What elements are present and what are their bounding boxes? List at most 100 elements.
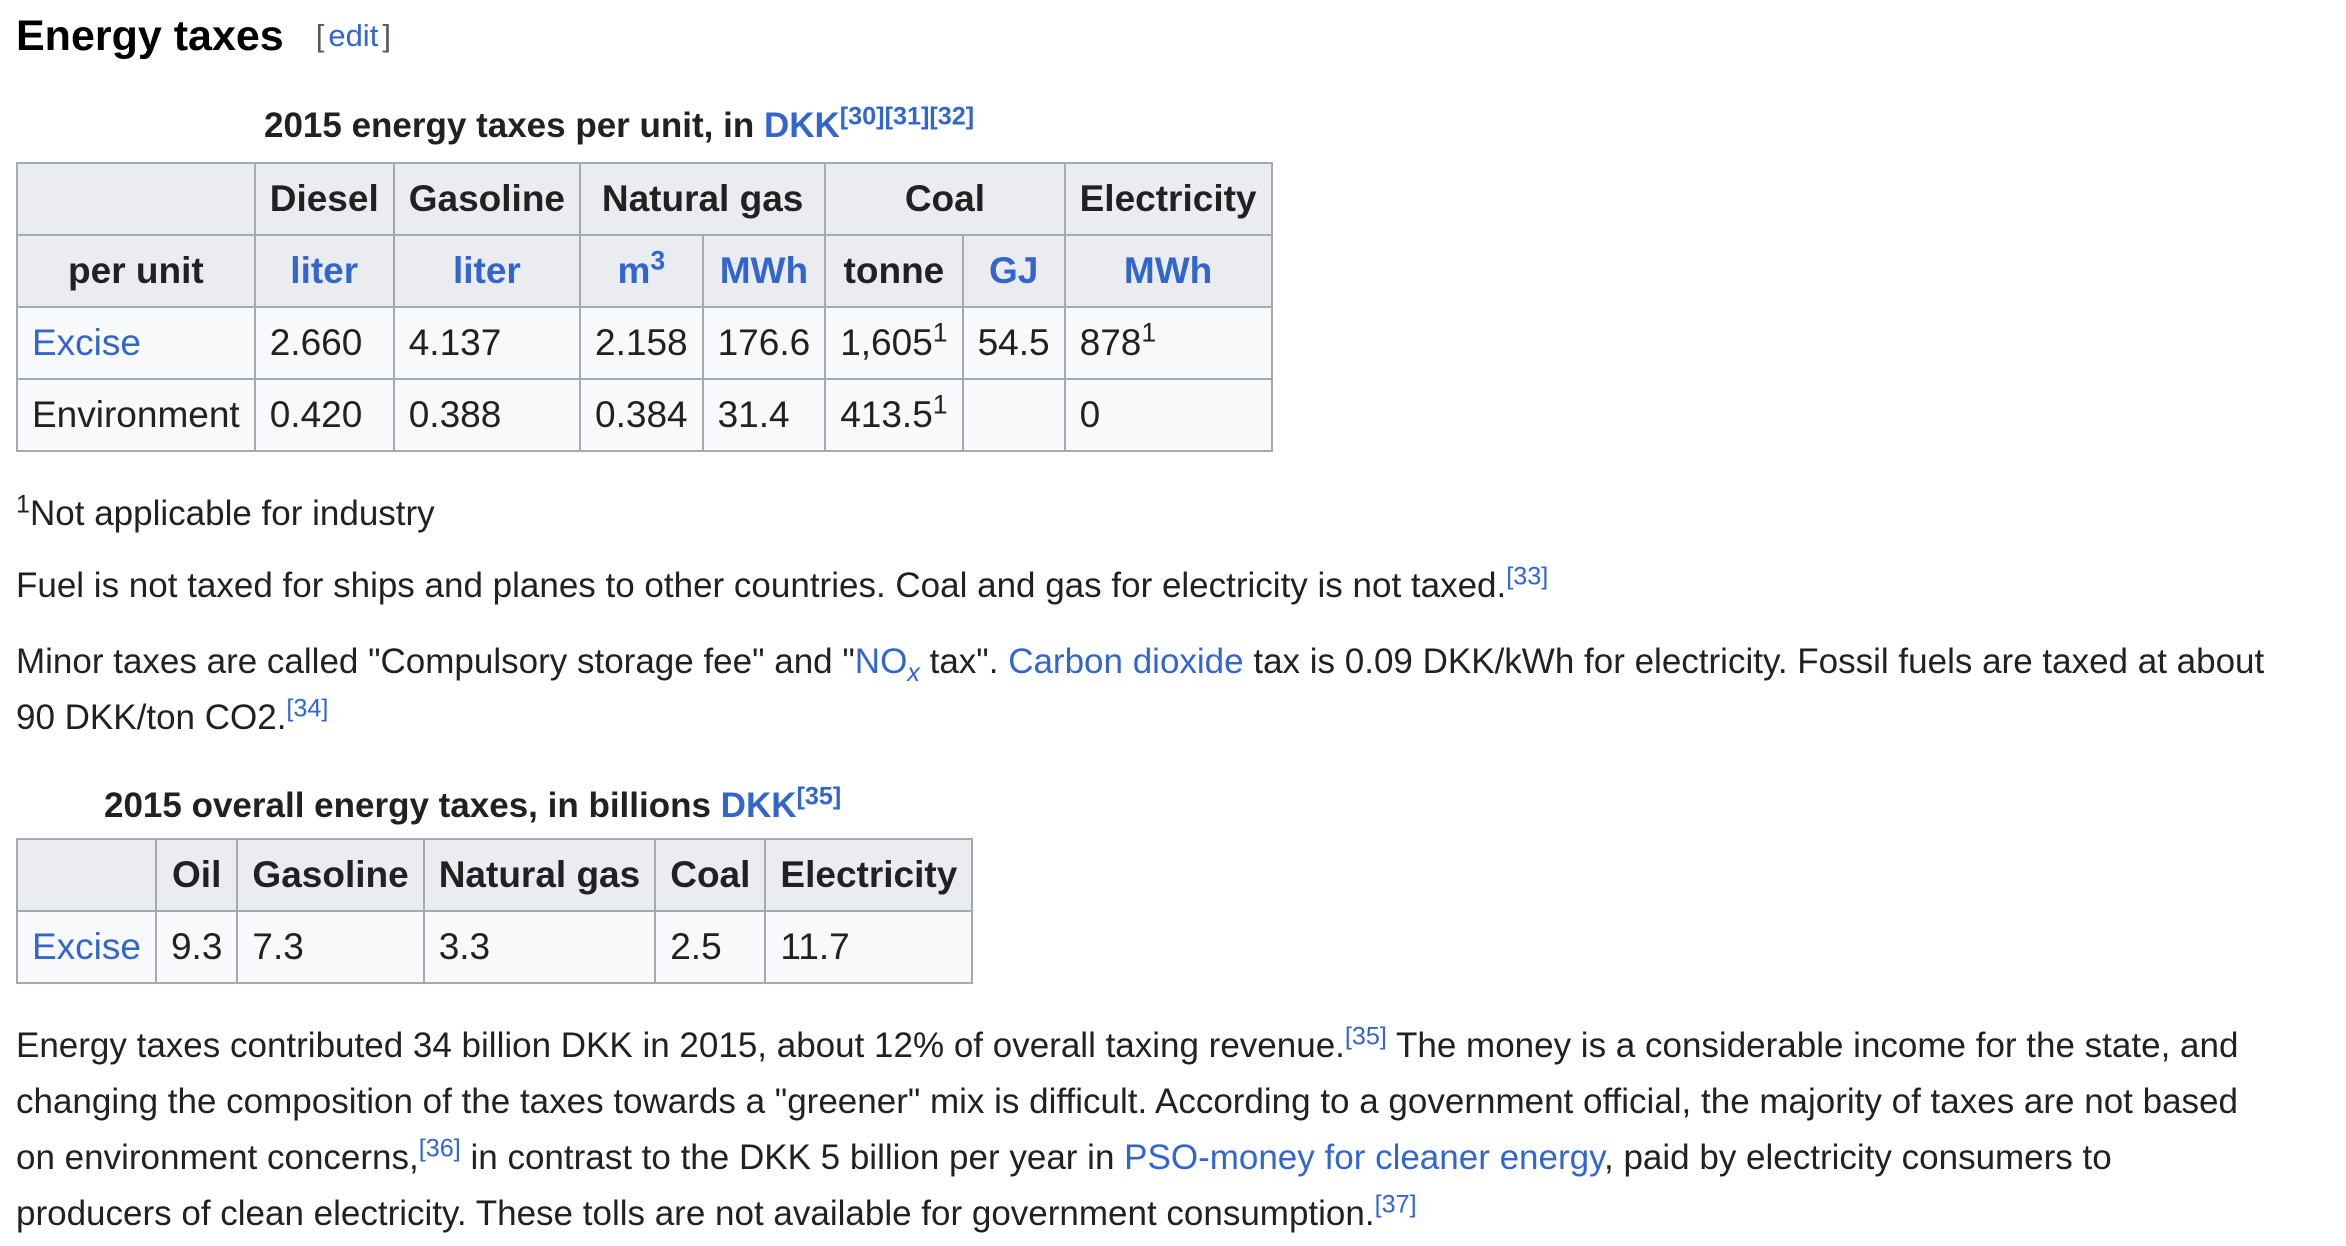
table-cell: 2.660	[253, 306, 395, 380]
unit-electricity-mwh: MWh	[1063, 234, 1273, 308]
table1-corner-cell	[16, 162, 256, 236]
paragraph-line: Minor taxes are called "Compulsory stora…	[16, 634, 2264, 690]
table-cell: 4.137	[392, 306, 582, 380]
excise-link[interactable]: Excise	[32, 926, 141, 967]
ref-37[interactable]: [37]	[1374, 1190, 1417, 1219]
excise-link[interactable]: Excise	[32, 322, 141, 363]
header-oil: Oil	[154, 838, 239, 912]
footnote-mark: 1	[1141, 317, 1157, 348]
header-gasoline: Gasoline	[236, 838, 425, 912]
table-cell: 176.6	[701, 306, 827, 380]
unit-natural-gas-m3: m3	[579, 234, 704, 308]
header-gasoline: Gasoline	[392, 162, 582, 236]
table-cell: 1,6051	[824, 306, 964, 380]
cell-value: 878	[1079, 322, 1142, 363]
paragraph-minor-taxes: Minor taxes are called "Compulsory stora…	[16, 634, 2264, 746]
unit-cubic-meter-link[interactable]: m3	[617, 247, 665, 291]
ref-34[interactable]: [34]	[286, 694, 329, 723]
section-title: Energy taxes	[16, 11, 284, 60]
ref-31[interactable]: [31]	[884, 102, 930, 131]
table-cell: 2.5	[654, 910, 767, 984]
header-diesel: Diesel	[253, 162, 395, 236]
ref-32[interactable]: [32]	[929, 102, 975, 131]
nox-subscript: x	[907, 659, 920, 687]
unit-gj-link[interactable]: GJ	[988, 250, 1039, 291]
header-natural-gas: Natural gas	[579, 162, 827, 236]
unit-liter-link[interactable]: liter	[452, 250, 521, 291]
ref-36[interactable]: [36]	[418, 1134, 461, 1163]
ref-35[interactable]: [35]	[796, 782, 842, 811]
ref-30[interactable]: [30]	[839, 102, 885, 131]
paragraph-line: producers of clean electricity. These to…	[16, 1186, 2238, 1242]
table1-caption-text: 2015 energy taxes per unit, in	[264, 106, 764, 145]
paragraph-line: changing the composition of the taxes to…	[16, 1082, 2238, 1121]
table2-header-row: Oil Gasoline Natural gas Coal Electricit…	[16, 838, 974, 912]
table-cell: 413.51	[824, 378, 964, 452]
footnote-text: Not applicable for industry	[30, 494, 435, 533]
table1-header-row: Diesel Gasoline Natural gas Coal Electri…	[16, 162, 1273, 236]
ref-33[interactable]: [33]	[1506, 562, 1549, 591]
text-run: Energy taxes contributed 34 billion DKK …	[16, 1026, 1345, 1065]
text-run: tax".	[919, 642, 1009, 681]
paragraph-line: 90 DKK/ton CO2.[34]	[16, 690, 2264, 746]
footnote-mark: 1	[932, 389, 948, 420]
header-electricity: Electricity	[764, 838, 974, 912]
cell-value: 413.5	[840, 394, 933, 435]
table-cell: 8781	[1063, 306, 1273, 380]
nox-text: NO	[854, 642, 908, 681]
units-label: per unit	[16, 234, 256, 308]
nox-link[interactable]: NOx	[854, 642, 920, 686]
table2-corner-cell	[16, 838, 157, 912]
table-cell: 2.158	[579, 306, 704, 380]
footnote: 1Not applicable for industry	[16, 486, 435, 542]
table-cell: 7.3	[236, 910, 425, 984]
table1-units-row: per unit liter liter m3 MWh tonne GJ MWh	[16, 234, 1273, 308]
table-cell	[961, 378, 1066, 452]
unit-natural-gas-mwh: MWh	[701, 234, 827, 308]
footnote-mark: 1	[932, 317, 948, 348]
table1-caption: 2015 energy taxes per unit, in DKK[30][3…	[264, 104, 974, 146]
text-run: tax is 0.09 DKK/kWh for electricity. Fos…	[1243, 642, 2265, 681]
table-cell: 31.4	[701, 378, 827, 452]
unit-m: m	[617, 250, 651, 291]
ref-35[interactable]: [35]	[1344, 1022, 1387, 1051]
table-row: Environment 0.420 0.388 0.384 31.4 413.5…	[16, 378, 1273, 452]
text-run: in contrast to the DKK 5 billion per yea…	[460, 1138, 1125, 1177]
paragraph-line: Energy taxes contributed 34 billion DKK …	[16, 1018, 2238, 1074]
row-label-environment: Environment	[16, 378, 256, 452]
header-coal: Coal	[654, 838, 767, 912]
footnote-mark: 1	[16, 490, 31, 519]
unit-liter-link[interactable]: liter	[290, 250, 359, 291]
carbon-dioxide-link[interactable]: Carbon dioxide	[1008, 642, 1244, 681]
header-natural-gas: Natural gas	[422, 838, 657, 912]
table-row: Excise 9.3 7.3 3.3 2.5 11.7	[16, 910, 974, 984]
table-cell: 11.7	[764, 910, 974, 984]
unit-mwh-link[interactable]: MWh	[1123, 250, 1213, 291]
edit-bracket-open: [	[315, 18, 325, 53]
table2-caption-text: 2015 overall energy taxes, in billions	[104, 786, 721, 825]
table-row: Excise 2.660 4.137 2.158 176.6 1,6051 54…	[16, 306, 1273, 380]
table2-caption-dkk-link[interactable]: DKK	[720, 786, 797, 825]
text-run: producers of clean electricity. These to…	[16, 1194, 1375, 1233]
edit-bracket-close: ]	[382, 18, 391, 53]
paragraph-line: on environment concerns,[36] in contrast…	[16, 1130, 2238, 1186]
unit-mwh-link[interactable]: MWh	[719, 250, 809, 291]
unit-coal-gj: GJ	[961, 234, 1066, 308]
unit-coal-tonne: tonne	[824, 234, 964, 308]
paragraph-fuel: Fuel is not taxed for ships and planes t…	[16, 558, 1548, 614]
energy-taxes-per-unit-table: Diesel Gasoline Natural gas Coal Electri…	[16, 162, 1273, 452]
row-label-excise: Excise	[16, 306, 256, 380]
text-run: The money is a considerable income for t…	[1386, 1026, 2239, 1065]
paragraph-text: Fuel is not taxed for ships and planes t…	[16, 566, 1507, 605]
header-electricity: Electricity	[1063, 162, 1273, 236]
pso-money-link[interactable]: PSO-money for cleaner energy	[1124, 1138, 1605, 1177]
table1-caption-refs: [30][31][32]	[840, 102, 974, 130]
table-cell: 0.420	[253, 378, 395, 452]
table-cell: 3.3	[422, 910, 657, 984]
table-cell: 0.384	[579, 378, 704, 452]
overall-energy-taxes-table: Oil Gasoline Natural gas Coal Electricit…	[16, 838, 974, 984]
text-run: , paid by electricity consumers to	[1604, 1138, 2112, 1177]
edit-link[interactable]: edit	[328, 18, 379, 53]
table1-caption-dkk-link[interactable]: DKK	[763, 106, 840, 145]
